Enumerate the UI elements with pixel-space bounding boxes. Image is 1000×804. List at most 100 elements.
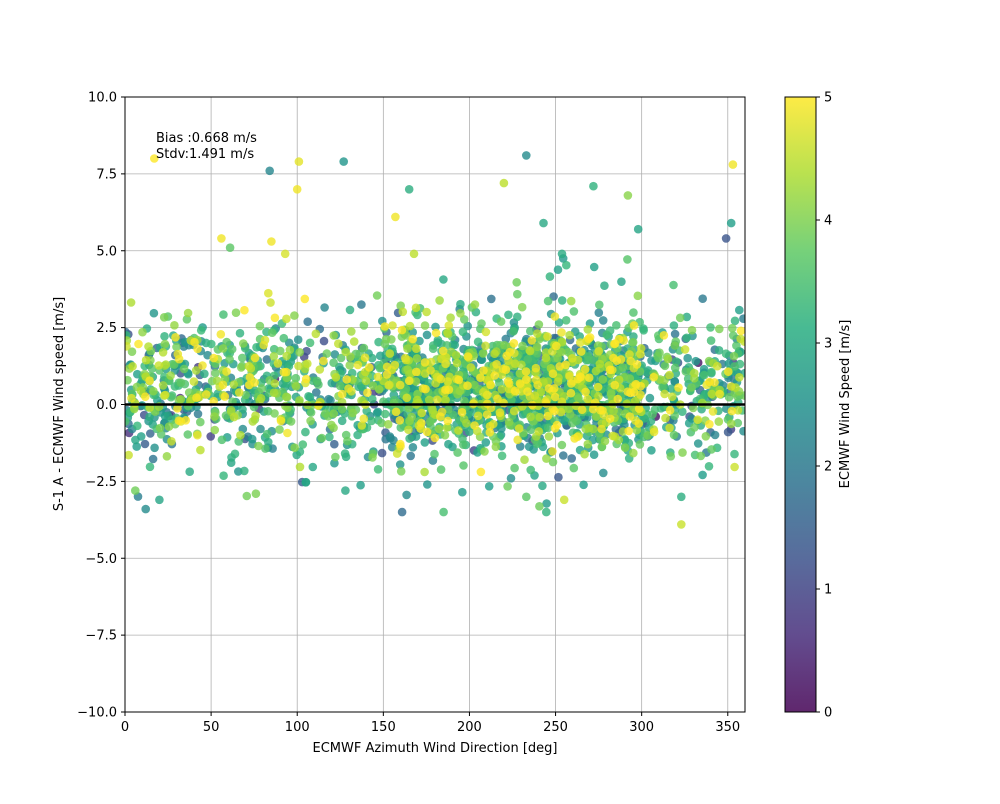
data-point (385, 432, 395, 441)
data-point (342, 375, 352, 384)
data-point (216, 330, 226, 339)
data-point (343, 436, 352, 446)
data-point (580, 365, 590, 374)
data-point (341, 347, 351, 357)
data-point (626, 356, 635, 366)
data-point (256, 424, 265, 434)
data-point (373, 372, 383, 382)
data-point (707, 445, 716, 454)
data-point (733, 418, 743, 428)
data-point (439, 275, 448, 284)
data-point (595, 300, 604, 310)
data-point (241, 390, 250, 400)
data-point (159, 313, 169, 322)
data-point (533, 380, 542, 390)
data-point (403, 344, 412, 353)
data-point (409, 249, 419, 259)
data-point (670, 363, 680, 373)
data-point (678, 448, 687, 457)
data-point (185, 467, 194, 477)
data-point (688, 403, 698, 413)
data-point (160, 339, 170, 349)
data-point (443, 377, 453, 386)
data-point (521, 367, 531, 376)
data-point (522, 492, 531, 502)
data-point (715, 389, 724, 399)
data-point (564, 347, 573, 357)
data-point (583, 352, 593, 361)
data-point (131, 486, 140, 495)
data-point (200, 369, 209, 379)
data-point (526, 412, 535, 422)
colorbar-tick-label: 1 (824, 583, 832, 598)
data-point (218, 380, 228, 390)
data-point (363, 388, 372, 398)
data-point (624, 426, 633, 436)
data-point (367, 416, 376, 426)
data-point (428, 456, 438, 465)
data-point (443, 416, 453, 426)
data-point (218, 344, 228, 353)
data-point (225, 243, 235, 252)
data-point (158, 381, 168, 390)
data-point (420, 358, 430, 367)
x-tick-label: 150 (371, 720, 396, 735)
data-point (250, 378, 259, 387)
data-point (330, 439, 339, 449)
data-point (329, 409, 339, 418)
data-point (729, 351, 739, 361)
data-point (301, 374, 311, 384)
colorbar-frame (784, 96, 817, 713)
data-point (683, 374, 693, 384)
data-point (456, 309, 465, 318)
data-point (404, 185, 414, 194)
data-point (190, 337, 199, 347)
data-point (446, 313, 455, 323)
data-point (612, 321, 621, 330)
data-point (373, 407, 383, 417)
data-point (320, 303, 329, 312)
data-point (594, 308, 604, 318)
data-point (585, 333, 595, 342)
data-point (424, 395, 434, 405)
data-point (345, 305, 355, 315)
data-point (294, 157, 304, 166)
data-point (593, 382, 603, 392)
x-tick-label: 0 (121, 720, 129, 735)
data-point (282, 367, 291, 377)
data-point (643, 431, 652, 440)
data-point (554, 472, 563, 482)
data-point (636, 349, 645, 359)
data-point (649, 372, 658, 382)
data-point (481, 341, 490, 351)
data-point (389, 398, 399, 408)
data-point (565, 371, 574, 381)
data-point (566, 388, 576, 398)
data-point (608, 431, 617, 441)
data-point (527, 336, 537, 345)
data-point (405, 321, 415, 331)
data-point (315, 365, 325, 374)
data-point (125, 342, 131, 351)
data-point (425, 417, 435, 426)
data-point (357, 300, 366, 309)
data-point (515, 379, 525, 388)
data-point (614, 334, 624, 344)
data-point (669, 321, 679, 330)
data-point (697, 398, 707, 408)
data-point (584, 373, 594, 383)
data-point (420, 321, 430, 330)
data-point (487, 294, 496, 304)
data-point (597, 424, 606, 434)
data-point (677, 520, 686, 529)
data-point (145, 462, 155, 472)
data-point (549, 384, 559, 393)
data-point (269, 352, 279, 361)
data-point (141, 392, 150, 402)
data-point (457, 408, 467, 417)
data-point (628, 338, 638, 347)
x-tick-label: 50 (203, 720, 220, 735)
data-point (397, 507, 407, 517)
data-point (181, 416, 191, 425)
data-point (231, 308, 241, 318)
